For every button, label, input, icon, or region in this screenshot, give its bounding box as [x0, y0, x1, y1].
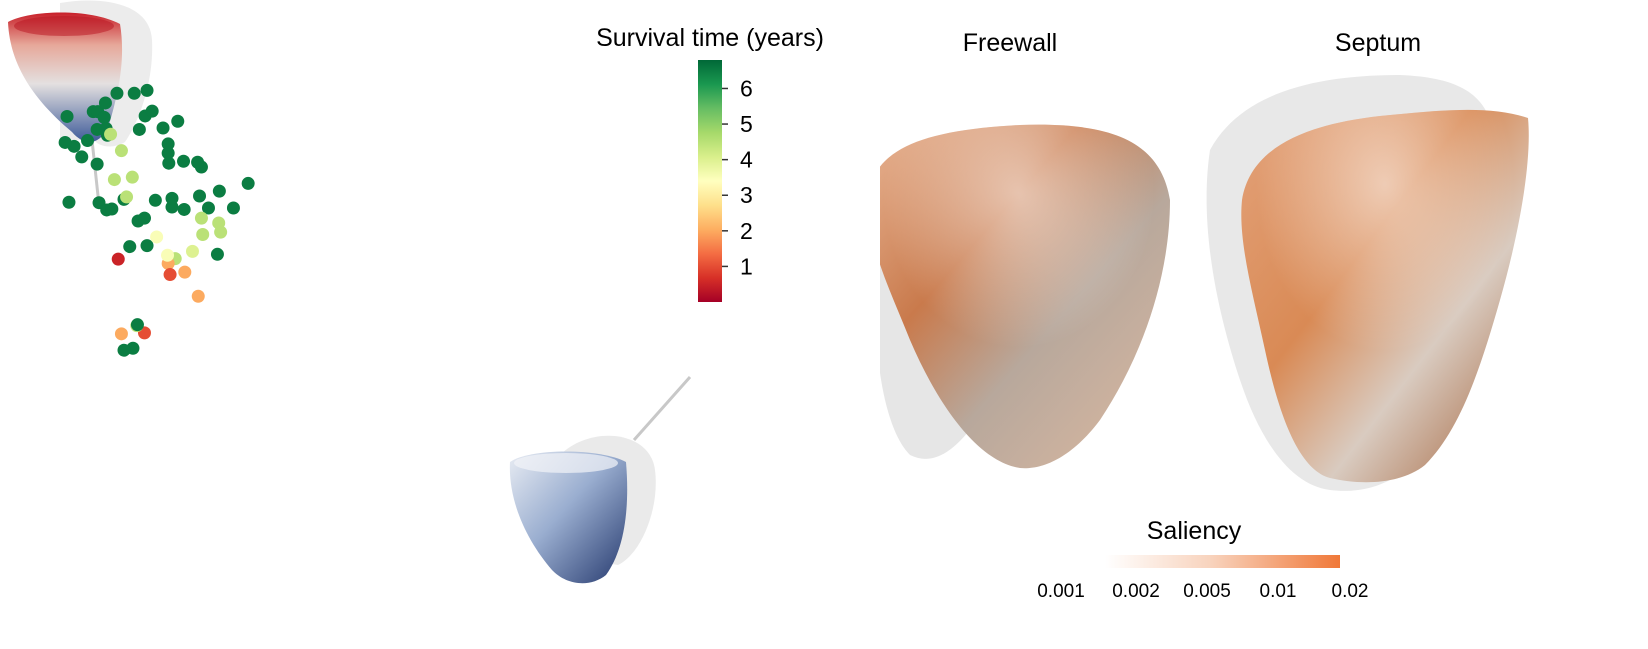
scatter-point: [98, 96, 112, 110]
scatter-point: [60, 109, 74, 123]
scatter-point: [171, 114, 185, 128]
scatter-point: [145, 104, 159, 118]
septum-title: Septum: [1335, 29, 1421, 57]
saliency-gradient-bar: [1105, 555, 1340, 568]
scatter-point: [191, 155, 205, 169]
saliency-tick: 0.002: [1112, 581, 1160, 602]
survival-colorbar: Survival time (years) 1 2 3 4 5 6: [596, 24, 824, 302]
scatter-point: [185, 244, 199, 258]
septum-heart-render: [1206, 75, 1529, 491]
scatter-points: [58, 83, 255, 357]
scatter-point: [140, 83, 154, 97]
saliency-tick: 0.005: [1183, 581, 1231, 602]
scatter-point: [226, 201, 240, 215]
scatter-point: [140, 239, 154, 253]
scatter-point: [193, 189, 207, 203]
colorbar-tick-label: 5: [740, 111, 753, 137]
scatter-point: [90, 157, 104, 171]
heart-thumbnail-top: [8, 0, 153, 147]
scatter-point: [125, 170, 139, 184]
colorbar-tick-label: 2: [740, 218, 753, 244]
scatter-point: [177, 154, 191, 168]
scatter-point: [156, 121, 170, 135]
colorbar-gradient: [698, 60, 722, 302]
scatter-point: [196, 228, 210, 242]
scatter-point: [97, 110, 111, 124]
scatter-point: [75, 150, 89, 164]
scatter-point: [214, 225, 228, 239]
saliency-title: Saliency: [1147, 517, 1242, 545]
scatter-point: [117, 343, 131, 357]
colorbar-tick-label: 6: [740, 75, 753, 101]
scatter-panel: Survival time (years) 1 2 3 4 5 6: [8, 0, 824, 584]
scatter-point: [210, 247, 224, 261]
scatter-point: [163, 268, 177, 282]
colorbar-tick-label: 1: [740, 253, 753, 279]
scatter-point: [58, 135, 72, 149]
scatter-point: [130, 318, 144, 332]
leader-line-top: [90, 139, 101, 206]
freewall-title: Freewall: [963, 29, 1057, 57]
scatter-point: [161, 248, 175, 262]
scatter-point: [81, 134, 95, 148]
scatter-point: [107, 173, 121, 187]
saliency-shape-views: Freewall Septum Saliency 0.001 0.002 0.0…: [867, 29, 1529, 602]
saliency-colorbar: Saliency 0.001 0.002 0.005 0.01 0.02: [1037, 517, 1368, 602]
scatter-point: [114, 327, 128, 341]
scatter-point: [161, 137, 175, 151]
scatter-point: [201, 201, 215, 215]
freewall-heart-render: [867, 124, 1170, 469]
scatter-point: [165, 191, 179, 205]
scatter-point: [137, 211, 151, 225]
scatter-point: [177, 202, 191, 216]
scatter-point: [110, 86, 124, 100]
heart-thumbnail-bottom: [509, 435, 656, 584]
colorbar-title: Survival time (years): [596, 24, 824, 52]
scatter-point: [62, 195, 76, 209]
scatter-point: [105, 202, 119, 216]
scatter-point: [150, 230, 164, 244]
scatter-point: [114, 144, 128, 158]
saliency-tick: 0.001: [1037, 581, 1085, 602]
scatter-point: [104, 127, 118, 141]
scatter-point: [178, 265, 192, 279]
saliency-tick: 0.02: [1332, 581, 1369, 602]
shape-panel: Freewall Septum Saliency 0.001 0.002 0.0…: [867, 0, 1648, 644]
embedding-scatter-plot: Survival time (years) 1 2 3 4 5 6: [8, 0, 824, 584]
scatter-point: [123, 240, 137, 254]
leader-line-bottom: [632, 376, 692, 441]
scatter-point: [212, 184, 226, 198]
scatter-point: [148, 193, 162, 207]
scatter-point: [194, 211, 208, 225]
scatter-point: [132, 122, 146, 136]
scatter-point: [191, 289, 205, 303]
colorbar-tick-label: 4: [740, 147, 753, 173]
scatter-point: [161, 146, 175, 160]
scatter-point: [120, 190, 134, 204]
saliency-tick: 0.01: [1260, 581, 1297, 602]
scatter-point: [241, 176, 255, 190]
scatter-point: [127, 86, 141, 100]
scatter-point: [111, 252, 125, 266]
scatter-point: [162, 156, 176, 170]
colorbar-tick-label: 3: [740, 182, 753, 208]
